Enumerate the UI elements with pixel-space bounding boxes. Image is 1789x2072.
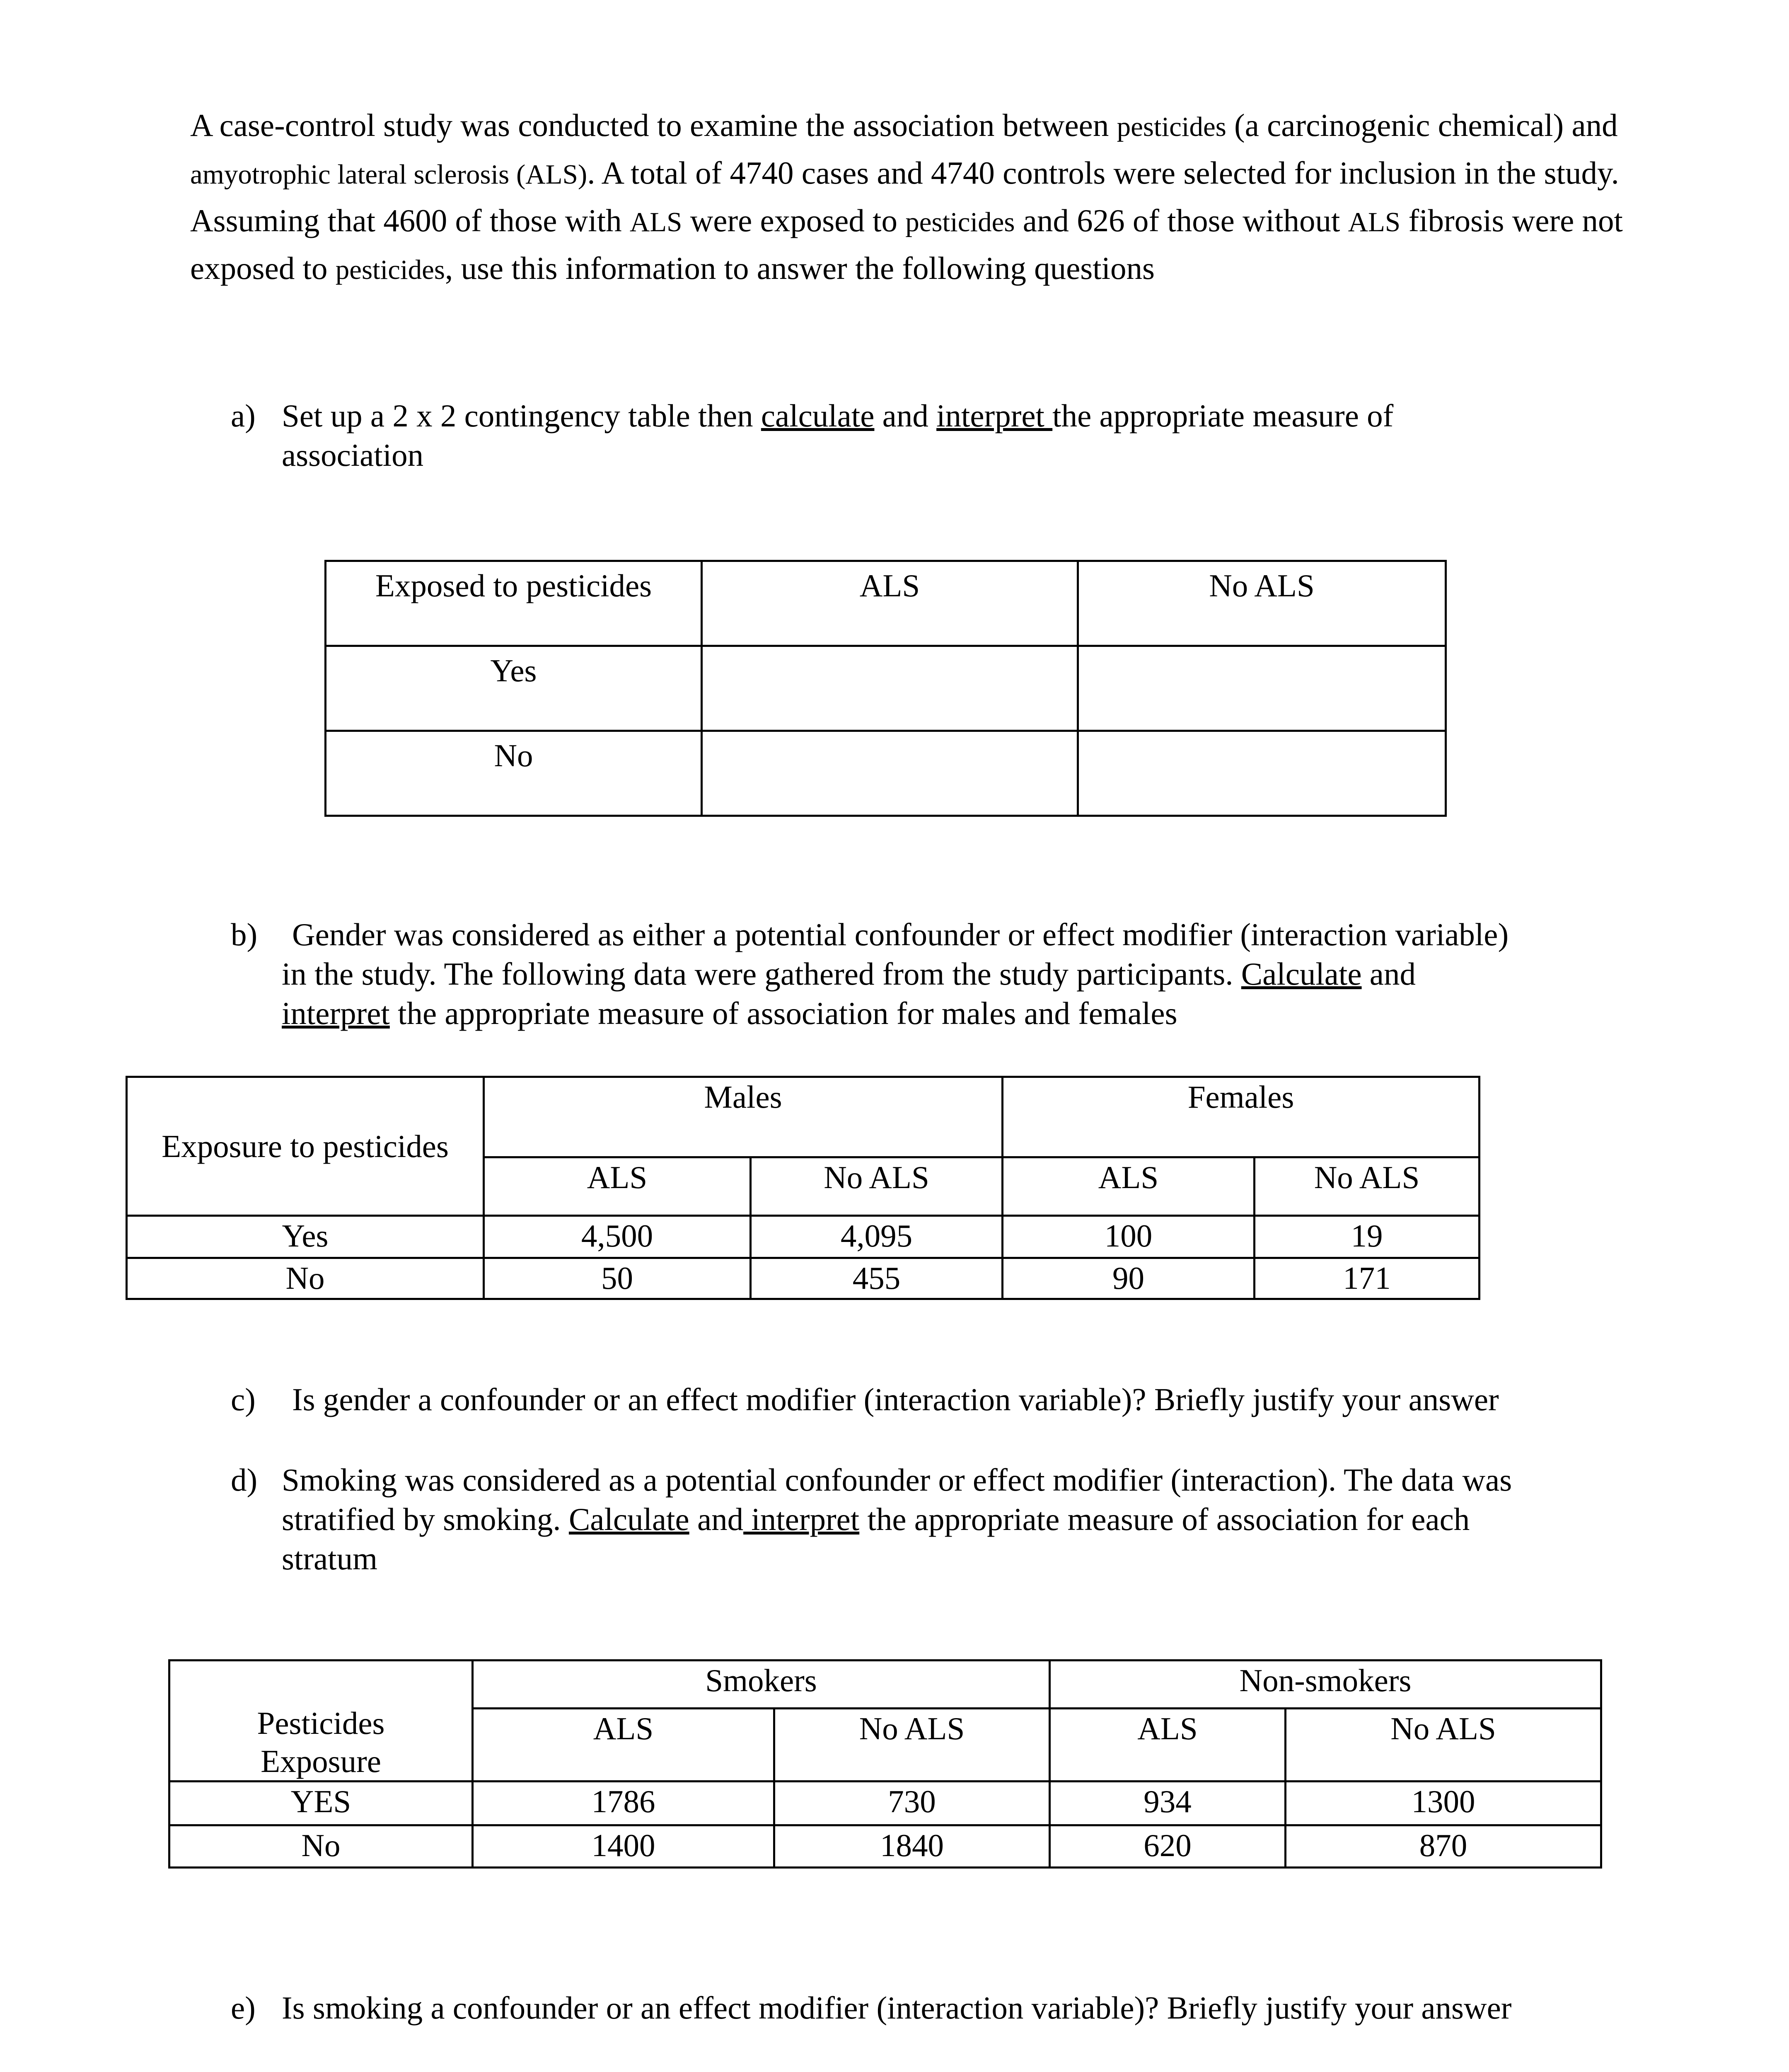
cell: 455: [749, 1257, 1003, 1300]
smoking-stratified-table: Pesticides Exposure Smokers Non-smokers ALS…: [168, 1659, 1602, 1869]
intro-text: pesticides: [905, 207, 1015, 237]
question-text: Is smoking a confounder or an effect mod…: [282, 1990, 1512, 2026]
question-text: and: [874, 398, 937, 433]
intro-text: . A total of 4740 cases and 4740 control…: [190, 155, 1619, 238]
row-label: Yes: [126, 1215, 485, 1259]
cell: 934: [1049, 1780, 1286, 1826]
intro-text: (a carcinogenic chemical) and: [1226, 107, 1618, 143]
intro-text: and 626 of those without: [1015, 203, 1348, 238]
question-label: e): [231, 1990, 256, 2026]
intro-text: were exposed to: [682, 203, 906, 238]
row-label: YES: [168, 1780, 474, 1826]
table-row: YES 1786 730 934 1300: [168, 1780, 1602, 1826]
question-label: c): [231, 1382, 256, 1417]
question-text: Set up a 2 x 2 contingency table then: [282, 398, 761, 433]
intro-text: ALS: [629, 207, 682, 237]
intro-text: , use this information to answer the fol…: [445, 250, 1155, 286]
question-text: the appropriate measure of: [1052, 398, 1394, 433]
cell: 90: [1001, 1257, 1255, 1300]
row-label: No: [168, 1824, 474, 1869]
cell: 1786: [471, 1780, 775, 1826]
question-text: and: [1361, 956, 1416, 992]
intro-text: A case-control study was conducted to ex…: [190, 107, 1117, 143]
cell: 171: [1253, 1257, 1480, 1300]
column-header: ALS: [1001, 1156, 1255, 1217]
cell: 1840: [773, 1824, 1051, 1869]
intro-text: amyotrophic lateral sclerosis (ALS): [190, 159, 587, 190]
contingency-table-blank: Exposed to pesticides ALS No ALS Yes No: [324, 560, 1447, 817]
column-header: ALS: [1049, 1707, 1286, 1782]
column-header: No ALS: [749, 1156, 1003, 1217]
question-text: stratified by smoking.: [282, 1501, 569, 1537]
gender-stratified-table: Exposure to pesticides Males Females ALS No…: [126, 1076, 1480, 1300]
intro-text: pesticides: [1117, 111, 1226, 142]
question-text: association: [282, 437, 424, 473]
question-text: the appropriate measure of association f…: [859, 1501, 1470, 1537]
emphasis-calculate: calculate: [761, 398, 875, 433]
cell: 730: [773, 1780, 1051, 1826]
group-header-females: Females: [1001, 1076, 1480, 1158]
intro-text: ALS: [1348, 207, 1401, 237]
cell: 870: [1284, 1824, 1602, 1869]
row-label: Yes: [324, 645, 703, 732]
question-text: Is gender a confounder or an effect modi…: [292, 1382, 1499, 1417]
emphasis-interpret: interpret: [282, 995, 390, 1031]
question-label: b): [231, 917, 258, 952]
column-header: ALS: [471, 1707, 775, 1782]
row-label: No: [324, 730, 703, 817]
row-header-line: Pesticides: [257, 1705, 385, 1741]
table-row: No 50 455 90 171: [126, 1257, 1480, 1300]
emphasis-calculate: Calculate: [1241, 956, 1362, 992]
group-header-nonsmokers: Non-smokers: [1049, 1659, 1602, 1709]
question-text: the appropriate measure of association f…: [389, 995, 1177, 1031]
table-row: Yes: [324, 645, 1447, 732]
column-header: No ALS: [773, 1707, 1051, 1782]
intro-paragraph: A case-control study was conducted to ex…: [190, 102, 1637, 293]
question-label: d): [231, 1462, 258, 1498]
table-header: Exposed to pesticides: [324, 560, 703, 647]
row-header-line: Exposure: [261, 1743, 381, 1779]
question-text: in the study. The following data were ga…: [282, 956, 1241, 992]
cell: 620: [1049, 1824, 1286, 1869]
group-header-males: Males: [483, 1076, 1003, 1158]
empty-cell: [1077, 730, 1447, 817]
column-header: No ALS: [1253, 1156, 1480, 1217]
table-row: No: [324, 730, 1447, 817]
question-text: stratum: [282, 1541, 377, 1576]
table-header: No ALS: [1077, 560, 1447, 647]
empty-cell: [1077, 645, 1447, 732]
cell: 1400: [471, 1824, 775, 1869]
row-label: No: [126, 1257, 485, 1300]
question-text: Smoking was considered as a potential co…: [282, 1462, 1512, 1498]
table-row: Yes 4,500 4,095 100 19: [126, 1215, 1480, 1259]
column-header: ALS: [483, 1156, 752, 1217]
empty-cell: [701, 730, 1079, 817]
question-text: Gender was considered as either a potent…: [292, 917, 1509, 952]
row-header: Pesticides Exposure: [168, 1659, 474, 1782]
emphasis-interpret: interpret: [936, 398, 1053, 433]
intro-text: pesticides: [335, 254, 445, 285]
cell: 50: [483, 1257, 752, 1300]
row-header: Exposure to pesticides: [126, 1076, 485, 1217]
question-label: a): [231, 398, 256, 433]
emphasis-calculate: Calculate: [568, 1501, 689, 1537]
intro-text: fibrosis were not exposed to: [190, 203, 1623, 286]
cell: 4,095: [749, 1215, 1003, 1259]
column-header: No ALS: [1284, 1707, 1602, 1782]
emphasis-interpret: interpret: [743, 1501, 860, 1537]
cell: 1300: [1284, 1780, 1602, 1826]
cell: 100: [1001, 1215, 1255, 1259]
question-text: and: [689, 1501, 744, 1537]
table-header: ALS: [701, 560, 1079, 647]
group-header-smokers: Smokers: [471, 1659, 1051, 1709]
empty-cell: [701, 645, 1079, 732]
cell: 4,500: [483, 1215, 752, 1259]
table-row: No 1400 1840 620 870: [168, 1824, 1602, 1869]
cell: 19: [1253, 1215, 1480, 1259]
